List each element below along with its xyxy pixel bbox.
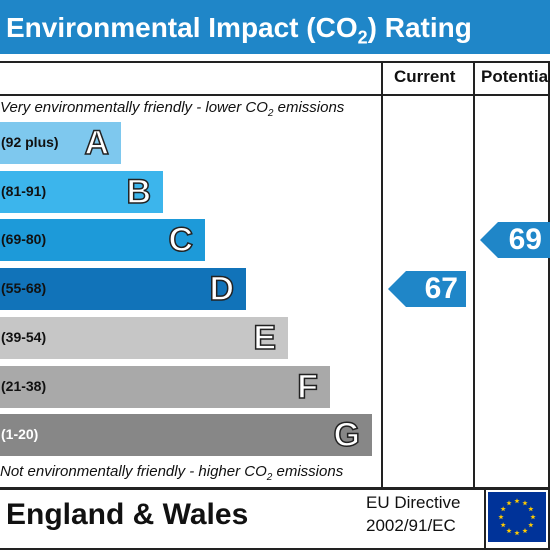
- band-e: (39-54) E: [0, 317, 288, 359]
- title-bar: Environmental Impact (CO2) Rating: [0, 0, 550, 54]
- current-rating-arrow-shape: [388, 271, 466, 307]
- potential-column-divider: [473, 61, 475, 489]
- top-caption: Very environmentally friendly - lower CO…: [0, 99, 344, 119]
- bottom-caption-text: Not environmentally friendly - higher CO: [0, 463, 267, 480]
- band-d-range: (55-68): [1, 280, 47, 296]
- band-f-letter: F: [296, 367, 318, 407]
- top-caption-text: Very environmentally friendly - lower CO: [0, 99, 268, 116]
- title-subscript: 2: [357, 27, 368, 48]
- band-d-letter: D: [209, 269, 235, 309]
- potential-rating-arrow-shape: [480, 222, 550, 258]
- current-rating-arrow: 67: [388, 271, 466, 307]
- eu-flag-icon: [488, 492, 546, 542]
- band-e-letter: E: [253, 318, 277, 358]
- band-a-range: (92 plus): [1, 134, 59, 150]
- footer-divider: [484, 488, 486, 550]
- eu-directive-line2: 2002/91/EC: [366, 516, 456, 535]
- current-rating-arrow-value: 67: [424, 272, 458, 305]
- top-caption-subscript: 2: [267, 108, 274, 119]
- band-g-range: (1-20): [1, 426, 39, 442]
- current-column-divider: [381, 61, 383, 489]
- band-g-letter: G: [333, 415, 361, 455]
- title-main: Environmental Impact (CO: [6, 12, 358, 43]
- header-divider: [0, 94, 550, 96]
- band-d: (55-68) D: [0, 268, 246, 310]
- eu-directive-line1: EU Directive: [366, 493, 461, 512]
- bottom-caption: Not environmentally friendly - higher CO…: [0, 463, 343, 483]
- potential-rating-arrow: 69: [480, 222, 550, 258]
- band-f: (21-38) F: [0, 366, 330, 408]
- top-caption-end: emissions: [273, 99, 345, 116]
- band-a-letter: A: [84, 123, 110, 163]
- band-b: (81-91) B: [0, 171, 163, 213]
- bottom-caption-end: emissions: [272, 463, 344, 480]
- footer-frame: [0, 488, 550, 550]
- band-c: (69-80) C: [0, 219, 205, 261]
- band-g: (1-20) G: [0, 414, 372, 456]
- band-b-range: (81-91): [1, 183, 47, 199]
- band-c-letter: C: [168, 220, 194, 260]
- chart-title: Environmental Impact (CO2) Rating: [6, 12, 472, 49]
- band-f-range: (21-38): [1, 378, 47, 394]
- potential-rating-arrow-value: 69: [508, 223, 542, 256]
- region-label: England & Wales: [6, 498, 249, 531]
- band-b-letter: B: [126, 172, 152, 212]
- band-c-range: (69-80): [1, 231, 47, 247]
- bottom-caption-subscript: 2: [266, 472, 273, 483]
- band-a: (92 plus) A: [0, 122, 121, 164]
- title-end: ) Rating: [367, 12, 472, 43]
- band-e-range: (39-54): [1, 329, 47, 345]
- current-column-header: Current: [394, 67, 456, 86]
- potential-column-header: Potential: [481, 67, 550, 86]
